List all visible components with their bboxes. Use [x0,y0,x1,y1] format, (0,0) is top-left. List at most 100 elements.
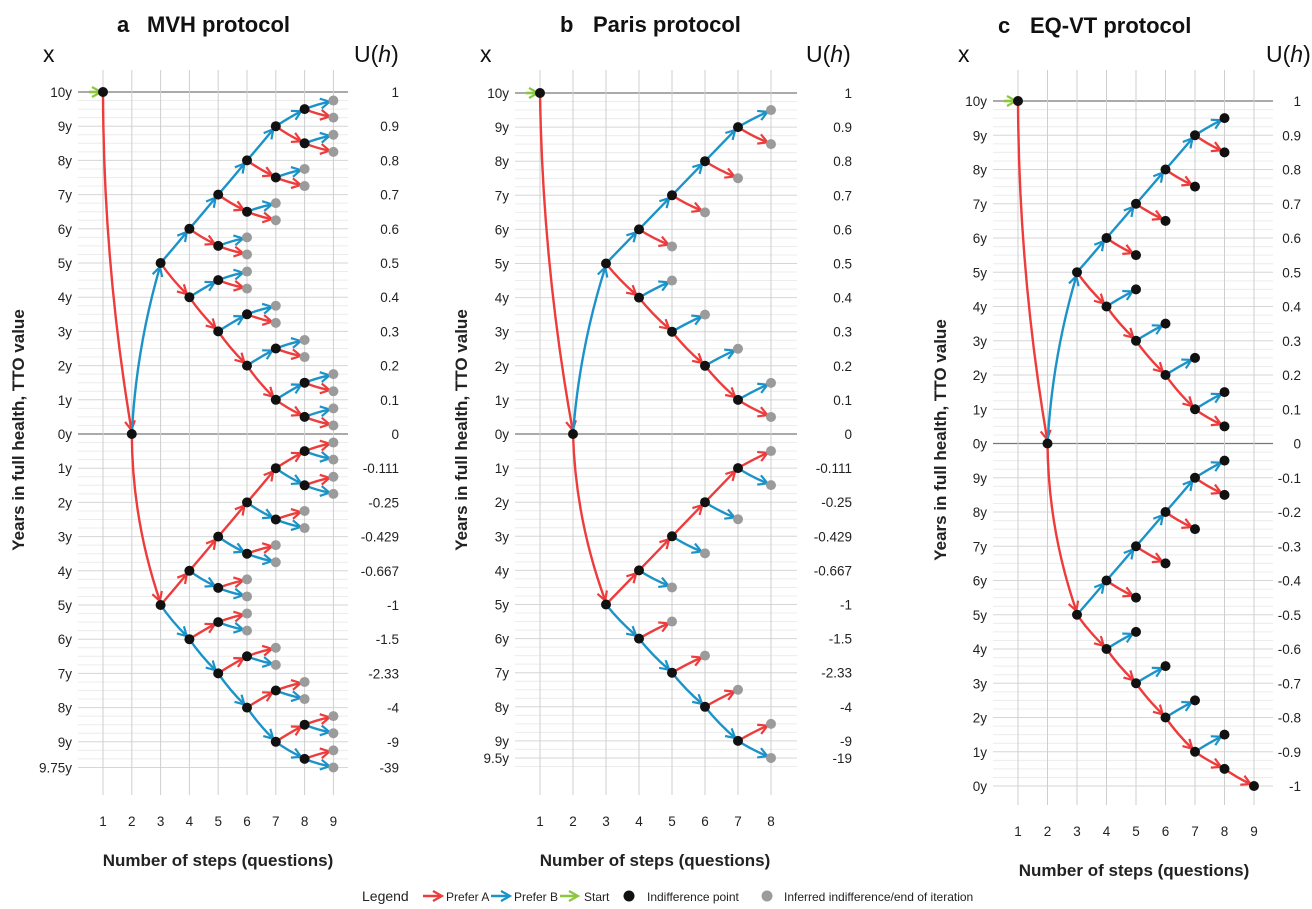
indifference-point [98,87,108,97]
prefer-b-arrow [1105,549,1134,582]
prefer-a-arrow [130,433,160,601]
prefer-a-arrow [571,433,605,601]
indifference-point [667,190,677,201]
indifference-point [213,531,224,542]
inferred-point [270,198,281,209]
prefer-a-arrow [704,471,735,504]
indifference-point [1160,164,1171,175]
inferred-point [328,112,339,123]
prefer-a-arrow [159,262,187,294]
u-tick-label: -1 [387,598,399,613]
y-tick-label: 2y [495,359,510,374]
u-tick-label: 0.9 [1282,128,1301,143]
indifference-point [1160,558,1171,569]
prefer-a-arrow [217,505,244,538]
inferred-point [242,283,252,294]
legend-label-indifference: Indifference point [647,890,740,904]
u-tick-label: 0.7 [833,188,852,203]
step-tick-label: 2 [1044,824,1052,839]
prefer-a-arrow [638,539,669,572]
y-tick-label: 0y [495,427,510,442]
inferred-point [328,386,339,397]
indifference-point [1072,267,1082,278]
indifference-point [1219,729,1230,740]
step-tick-label: 1 [99,814,107,829]
y-tick-label: 6y [973,231,988,246]
u-header-b: U(h) [806,41,851,67]
indifference-point [700,497,710,508]
indifference-point [213,668,224,679]
indifference-point [270,463,281,474]
indifference-point [733,122,743,133]
y-tick-label: 8y [495,700,510,715]
edges-c [1004,101,1251,784]
y-tick-label: 2y [58,359,73,374]
indifference-point [213,326,224,337]
u-tick-label: 0.9 [833,120,852,135]
legend-item-prefer-a: Prefer A [423,890,489,904]
legend-label-prefer-b: Prefer B [514,890,558,904]
indifference-point [700,156,710,167]
u-tick-label: 0 [844,427,852,442]
u-labels-b: 1 0.9 0.8 0.7 0.6 0.5 0.4 0.3 0.2 0.1 0 -0.111 -0.25… [814,86,853,766]
indifference-point [1131,541,1141,552]
prefer-b-arrow [159,604,187,636]
y-tick-label: 9.75y [39,760,72,775]
prefer-b-arrow [1105,207,1134,239]
y-axis-title-a: Years in full health, TTO value [9,309,28,551]
inferred-point [328,762,339,773]
indifference-point [1131,198,1141,209]
indifference-point [733,394,743,405]
indifference-point [1042,438,1053,449]
u-tick-label: -1 [840,598,852,613]
inferred-point [667,582,677,593]
u-tick-label: -1.5 [829,632,852,647]
y-tick-label: 5y [973,265,988,280]
step-tick-label: 4 [635,814,643,829]
inferred-point [270,317,281,328]
x-axis-title-a: Number of steps (questions) [103,851,333,870]
prefer-b-arrow [638,637,669,670]
indifference-point [155,258,166,268]
u-tick-label: 0.2 [1282,368,1301,383]
inferred-point [299,523,310,534]
prefer-b-arrow [159,232,187,264]
indifference-point [299,480,310,491]
indifference-point [155,600,166,610]
inferred-point [766,377,776,388]
u-tick-label: 0 [391,427,399,442]
y-tick-label: 1y [973,745,988,760]
indifference-point [1219,763,1230,774]
u-tick-label: -9 [387,735,399,750]
y-tick-label: 9y [973,471,988,486]
inferred-point [328,437,339,448]
u-tick-label: -2.33 [821,666,852,681]
panel-title-a: MVH protocol [147,12,290,37]
indifference-point [270,343,281,354]
indifference-point [213,617,224,628]
inferred-point [733,684,743,695]
u-tick-label: -0.429 [814,529,852,544]
y-tick-label: 0y [973,437,988,452]
inferred-point [328,146,339,157]
y-tick-label: 10y [50,85,72,100]
prefer-a-arrow [671,330,702,363]
indifference-point [213,582,224,593]
y-tick-label: 2y [973,368,988,383]
indifference-point [1101,644,1112,654]
indifference-point [1190,181,1200,192]
indifference-point [1190,695,1200,706]
inferred-point [328,711,339,722]
u-tick-label: 0.4 [1282,300,1301,315]
indifference-point [1013,96,1023,106]
u-tick-label: -1.5 [376,632,399,647]
u-tick-label: 0.7 [380,188,399,203]
u-header-c: U(h) [1266,41,1311,67]
legend-label-prefer-a: Prefer A [446,890,489,904]
u-tick-label: 0.8 [833,154,852,169]
indifference-point [634,292,644,303]
u-tick-label: 0.5 [380,256,399,271]
legend-gray-dot-icon [761,890,773,902]
